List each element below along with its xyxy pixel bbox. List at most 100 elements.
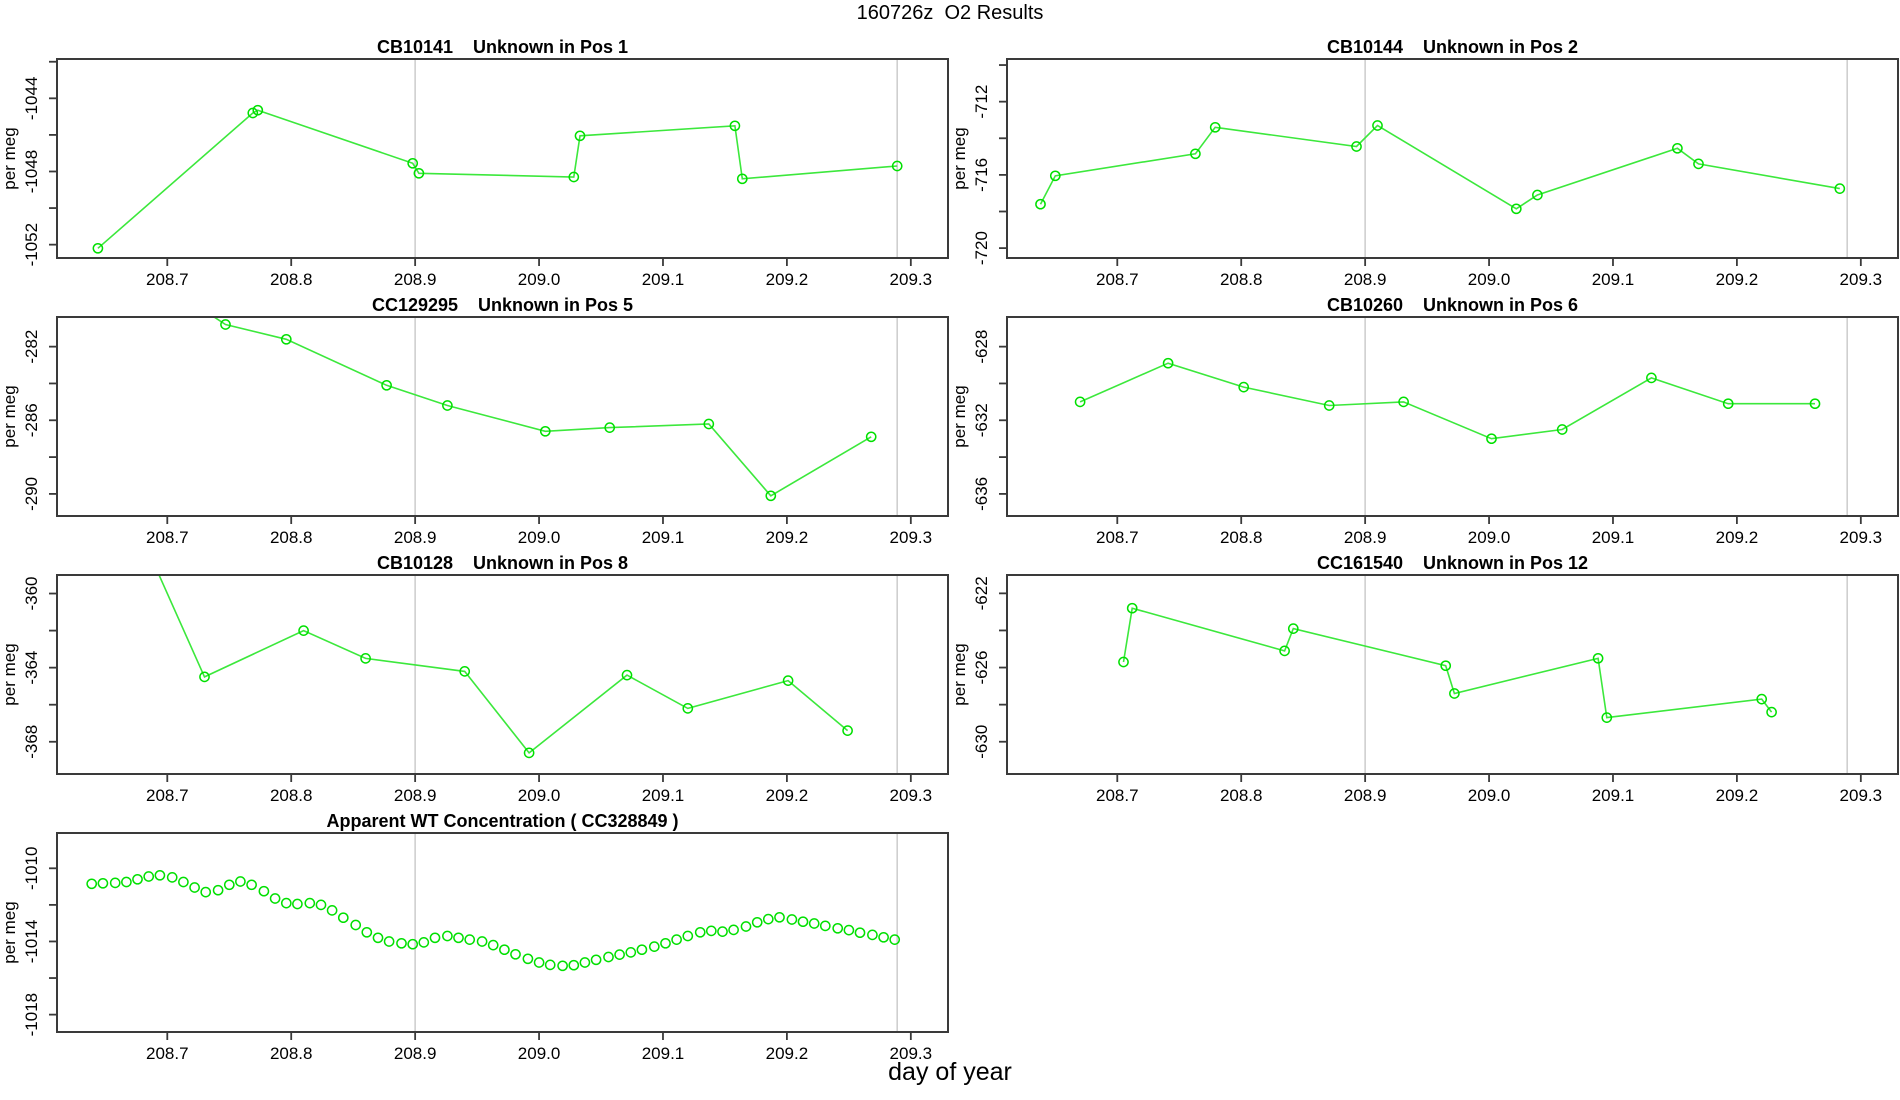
y-axis-label: per meg	[950, 127, 969, 189]
y-tick-label: -368	[22, 725, 41, 759]
data-point	[832, 922, 844, 934]
x-tick-label: 209.1	[1592, 528, 1635, 547]
data-point	[418, 937, 430, 948]
data-point	[1766, 706, 1777, 718]
y-tick-label: -286	[22, 403, 41, 437]
data-point	[304, 897, 316, 909]
data-point	[891, 160, 903, 172]
data-point	[568, 959, 580, 971]
y-tick-label: -1010	[22, 847, 41, 890]
data-point	[383, 936, 395, 947]
data-point	[819, 920, 831, 932]
x-tick-label: 209.2	[1716, 270, 1759, 289]
data-point	[1722, 398, 1734, 410]
chart-title: CC129295 Unknown in Pos 5	[372, 295, 633, 315]
x-tick-label: 208.8	[270, 786, 313, 805]
plot-area	[1035, 59, 1848, 258]
plot-area	[1118, 575, 1848, 774]
plot-area	[212, 317, 898, 516]
data-point	[1693, 158, 1704, 170]
data-point	[407, 938, 419, 950]
data-point	[878, 931, 889, 943]
data-point	[1834, 183, 1846, 194]
plot-area	[158, 575, 898, 774]
data-point	[1398, 396, 1409, 408]
y-tick-label: -1018	[22, 993, 41, 1036]
data-point	[604, 422, 616, 433]
x-tick-label: 209.0	[1468, 786, 1511, 805]
data-point	[459, 666, 471, 677]
data-point	[636, 944, 648, 956]
data-point	[442, 400, 453, 411]
data-point	[1440, 660, 1452, 672]
data-point	[154, 869, 166, 881]
chart-panel-CB10260: 208.7 208.8 208.9 209.0 209.1 209.2 209.3 -636 -…	[950, 295, 1899, 547]
plot-border	[56, 832, 949, 1033]
data-point	[298, 625, 309, 636]
x-tick-label: 209.2	[1716, 528, 1759, 547]
series-line	[1039, 124, 1840, 210]
data-point	[782, 675, 794, 686]
x-tick-label: 209.3	[890, 786, 933, 805]
x-tick-label: 209.2	[766, 270, 809, 289]
chart-title: CC161540 Unknown in Pos 12	[1317, 553, 1588, 573]
data-point	[499, 944, 510, 956]
data-point	[1756, 693, 1768, 705]
data-point	[199, 671, 210, 683]
data-point	[682, 703, 694, 714]
x-tick-label: 209.1	[1592, 270, 1635, 289]
data-point	[1035, 198, 1046, 210]
data-point	[765, 490, 777, 502]
x-tick-label: 209.1	[642, 786, 685, 805]
data-point	[1190, 148, 1201, 160]
plot-border	[1006, 574, 1899, 775]
data-point	[86, 878, 98, 890]
data-point	[360, 653, 371, 664]
data-point	[337, 912, 349, 924]
y-tick-label: -282	[22, 330, 41, 364]
data-point	[396, 937, 407, 949]
data-point	[1287, 623, 1299, 634]
data-point	[381, 379, 392, 391]
x-tick-label: 209.1	[642, 1044, 685, 1063]
y-tick-label: -1052	[22, 223, 41, 266]
x-tick-label: 209.3	[1840, 270, 1883, 289]
data-point	[740, 921, 752, 932]
chart-panel-CC129295: 208.7 208.8 208.9 209.0 209.1 209.2 209.3 -290 -…	[0, 295, 949, 547]
x-tick-label: 209.0	[518, 786, 561, 805]
data-point	[843, 924, 855, 936]
data-point	[315, 899, 327, 911]
x-tick-label: 209.0	[518, 528, 561, 547]
series-line	[1122, 607, 1773, 719]
data-point	[574, 130, 586, 142]
x-tick-label: 208.9	[394, 270, 437, 289]
y-tick-label: -720	[972, 231, 991, 265]
data-point	[1592, 652, 1604, 664]
y-axis-label: per meg	[0, 127, 19, 189]
data-point	[1323, 400, 1335, 411]
plot-border	[56, 58, 949, 259]
series-line	[1079, 362, 1815, 440]
y-tick-label: -1048	[22, 150, 41, 193]
data-point	[533, 957, 545, 968]
chart-panel-CB10128: 208.7 208.8 208.9 209.0 209.1 209.2 209.3 -368 -…	[0, 553, 949, 805]
data-point	[865, 431, 877, 443]
data-point	[694, 926, 706, 938]
data-point	[464, 934, 476, 945]
data-point	[729, 120, 741, 132]
data-point	[292, 898, 303, 910]
data-point	[235, 876, 246, 887]
y-axis-label: per meg	[0, 643, 19, 705]
y-axis-label: per meg	[0, 901, 19, 963]
x-tick-label: 209.2	[766, 1044, 809, 1063]
plot-border	[56, 574, 949, 775]
chart-title: CB10141 Unknown in Pos 1	[377, 37, 628, 57]
y-tick-label: -630	[972, 725, 991, 759]
data-point	[453, 932, 464, 944]
data-point	[350, 919, 362, 931]
data-point	[648, 941, 660, 952]
data-point	[603, 951, 614, 963]
data-point	[590, 954, 602, 966]
y-tick-label: -628	[972, 330, 991, 364]
data-point	[280, 897, 292, 909]
